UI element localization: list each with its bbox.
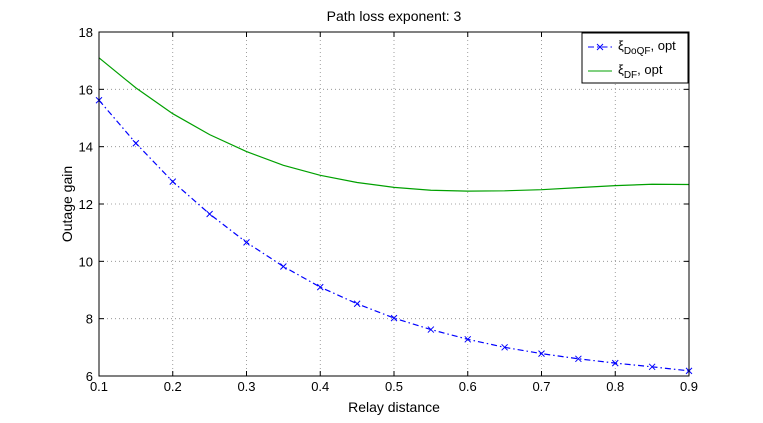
data-point-marker xyxy=(243,239,250,246)
data-point-marker xyxy=(501,343,508,351)
data-point-marker xyxy=(353,300,361,308)
legend: ξDoQF, opt ξDF, opt xyxy=(581,32,689,84)
data-point-marker xyxy=(427,326,435,333)
chart-title: Path loss exponent: 3 xyxy=(327,8,462,24)
legend-suffix-df: , opt xyxy=(637,62,663,77)
data-point-marker xyxy=(316,283,324,291)
legend-box xyxy=(581,32,689,84)
legend-suffix-doqf: , opt xyxy=(651,38,677,53)
data-point-marker xyxy=(390,314,398,322)
y-tick-label: 8 xyxy=(86,312,93,327)
x-tick-label: 0.7 xyxy=(532,379,550,394)
data-point-marker xyxy=(575,355,582,363)
x-tick-label: 0.5 xyxy=(385,379,403,394)
y-tick-label: 12 xyxy=(79,197,93,212)
x-tick-label: 0.3 xyxy=(237,379,255,394)
x-axis-label: Relay distance xyxy=(348,399,440,415)
x-tick-label: 0.9 xyxy=(680,379,698,394)
grid xyxy=(99,32,689,376)
legend-label-df: ξDF, opt xyxy=(618,62,663,81)
x-tick-label: 0.4 xyxy=(311,379,329,394)
x-tick-label: 0.1 xyxy=(90,379,108,394)
x-tick-label: 0.2 xyxy=(164,379,182,394)
y-tick-label: 6 xyxy=(86,369,93,384)
legend-symbol-doqf: ξ xyxy=(618,38,624,53)
data-point-marker xyxy=(206,210,213,218)
data-point-marker xyxy=(169,178,177,185)
legend-symbol-df: ξ xyxy=(618,62,624,77)
data-point-marker xyxy=(648,363,656,371)
legend-label-doqf: ξDoQF, opt xyxy=(618,38,676,57)
ticks xyxy=(98,31,690,377)
y-tick-labels: 6 8 10 12 14 16 18 xyxy=(79,25,93,384)
legend-x-marker xyxy=(596,43,604,51)
legend-subscript-doqf: DoQF xyxy=(624,46,651,57)
data-point-marker xyxy=(611,359,619,367)
series-line-1 xyxy=(98,57,690,192)
y-tick-label: 16 xyxy=(79,82,93,97)
data-point-marker xyxy=(132,139,140,147)
y-tick-label: 10 xyxy=(79,254,93,269)
legend-subscript-df: DF xyxy=(624,70,637,81)
legend-marker-doqf xyxy=(596,43,604,51)
x-tick-label: 0.8 xyxy=(606,379,624,394)
y-tick-label: 18 xyxy=(79,25,93,40)
data-point-marker xyxy=(538,350,545,357)
x-tick-labels: 0.1 0.2 0.3 0.4 0.5 0.6 0.7 0.8 0.9 xyxy=(90,379,698,394)
y-axis-label: Outage gain xyxy=(59,166,75,242)
data-point-marker xyxy=(464,335,472,343)
data-point-marker xyxy=(280,263,287,270)
y-tick-label: 14 xyxy=(79,140,93,155)
x-tick-label: 0.6 xyxy=(459,379,477,394)
